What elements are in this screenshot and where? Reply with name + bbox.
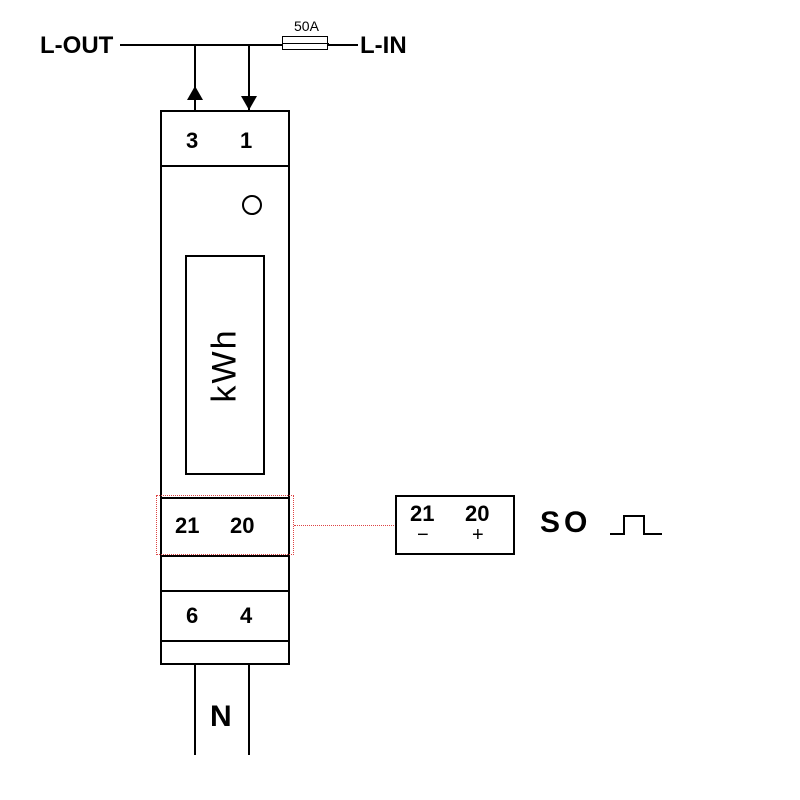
divider-bot-bot: [160, 640, 290, 642]
fuse-icon: [282, 36, 328, 50]
so-minus-label: −: [417, 524, 429, 547]
so-dotted-outline: [156, 495, 294, 555]
arrow-in-icon: [241, 96, 257, 110]
fuse-rating-label: 50A: [294, 18, 319, 34]
terminal-1-label: 1: [240, 128, 252, 154]
terminal-4-label: 4: [240, 603, 252, 629]
wire-lin-h: [328, 44, 358, 46]
led-indicator-icon: [242, 195, 262, 215]
pulse-icon: [608, 510, 668, 540]
wire-top-mid: [196, 44, 282, 46]
divider-top: [160, 165, 290, 167]
divider-mid-bot: [160, 555, 290, 557]
wire-n-right: [248, 665, 250, 755]
lout-label: L-OUT: [40, 32, 113, 60]
lin-label: L-IN: [360, 32, 407, 60]
kwh-unit-label: kWh: [206, 328, 245, 402]
kwh-display: kWh: [185, 255, 265, 475]
wire-lout-h: [120, 44, 196, 46]
arrow-out-icon: [187, 86, 203, 100]
so-plus-label: +: [472, 524, 484, 547]
wire-lout-v: [194, 44, 196, 110]
n-label: N: [210, 700, 232, 734]
terminal-6-label: 6: [186, 603, 198, 629]
so-label: SO: [540, 506, 591, 540]
so-dotted-connector: [294, 525, 394, 526]
wire-n-left: [194, 665, 196, 755]
divider-bot-top: [160, 590, 290, 592]
terminal-3-label: 3: [186, 128, 198, 154]
